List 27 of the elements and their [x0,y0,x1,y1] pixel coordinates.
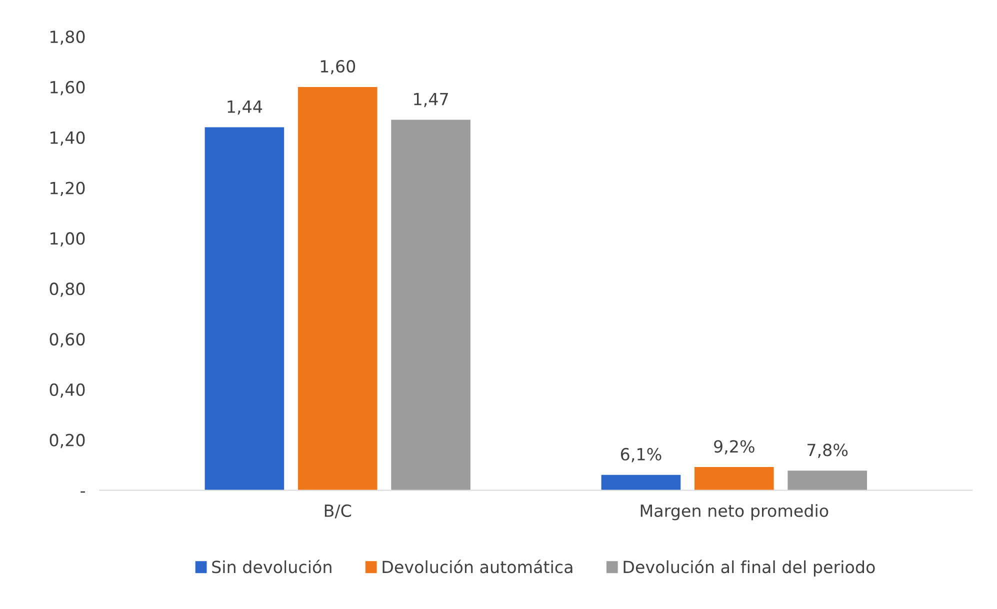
data-label: 1,60 [320,60,356,74]
y-tick-label: 1,80 [50,30,85,45]
y-tick-label: 1,60 [50,80,85,96]
data-label: 9,2% [714,440,754,454]
data-label: 1,44 [228,100,262,115]
legend-label: Devolución automática [382,560,572,574]
y-tick-label: - [80,491,85,493]
data-label: 1,47 [414,92,448,108]
bar [788,470,867,490]
x-tick-label: B/C [324,504,352,518]
bar [391,120,470,490]
data-label: 7,8% [808,444,848,458]
y-tick-label: 0,40 [50,383,85,398]
bar [204,127,284,490]
bar [298,86,378,490]
legend-label: Sin devolución [212,560,332,574]
y-tick-label: 0,20 [50,434,85,448]
y-tick-label: 0,80 [50,282,85,297]
legend-label: Devolución al final del periodo [624,560,875,576]
x-tick-label: Margen neto promedio [640,504,828,520]
y-tick-label: 1,40 [50,131,85,146]
bar [601,474,681,490]
y-tick-label: 1,20 [50,182,85,196]
data-label: 6,1% [620,448,662,462]
y-tick-label: 1,00 [50,232,85,246]
bar [694,467,774,490]
y-tick-label: 0,60 [50,332,85,348]
